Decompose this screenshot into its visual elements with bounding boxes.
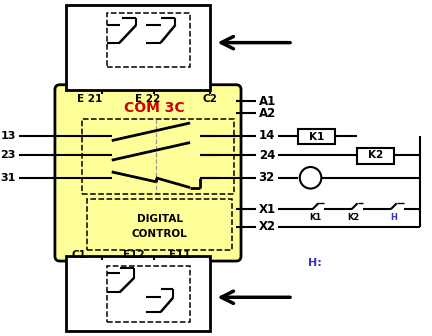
Text: 24: 24 [259, 149, 275, 162]
Text: K1: K1 [309, 132, 324, 142]
Text: C1: C1 [72, 250, 87, 260]
Text: E 21: E 21 [76, 93, 102, 103]
Text: E12: E12 [124, 250, 145, 260]
Text: K1: K1 [309, 213, 321, 222]
Circle shape [300, 167, 321, 188]
Text: 14: 14 [259, 129, 275, 142]
Text: X1: X1 [259, 203, 276, 216]
Text: DIGITAL: DIGITAL [137, 214, 183, 224]
Bar [298, 129, 335, 144]
Text: 32: 32 [259, 171, 275, 184]
Bar [66, 256, 210, 331]
Text: X2: X2 [259, 220, 276, 233]
Text: COM 3C: COM 3C [124, 101, 184, 115]
Text: H: H [391, 213, 397, 222]
Text: 31: 31 [0, 173, 16, 183]
Bar [66, 5, 210, 90]
FancyBboxPatch shape [55, 85, 241, 261]
Text: CONTROL: CONTROL [132, 228, 187, 239]
Text: H:: H: [308, 258, 321, 268]
Text: 23: 23 [0, 150, 16, 160]
Bar [87, 199, 232, 250]
Text: E11: E11 [169, 250, 191, 260]
Bar [107, 266, 190, 322]
Text: K2: K2 [368, 150, 383, 160]
Text: A1: A1 [259, 95, 276, 108]
Text: K2: K2 [347, 213, 360, 222]
Text: C2: C2 [202, 93, 217, 103]
Text: A2: A2 [259, 107, 276, 120]
Bar [107, 13, 190, 67]
Bar [356, 149, 394, 164]
Bar [83, 119, 234, 195]
Text: 13: 13 [0, 131, 16, 141]
Text: E 22: E 22 [135, 93, 161, 103]
